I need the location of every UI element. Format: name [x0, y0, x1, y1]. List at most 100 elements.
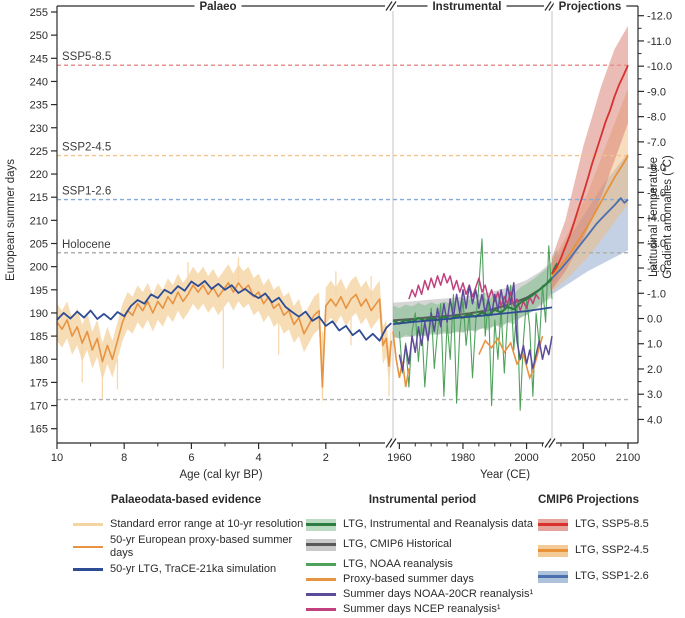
right-axis-tick-label: -2.0: [647, 263, 666, 275]
legend-item: Summer days NOAA-20CR reanalysis¹: [306, 588, 539, 601]
right-axis-tick-label: -8.0: [647, 112, 666, 124]
legend-line-swatch: [73, 545, 103, 549]
right-axis-tick-label: -11.0: [647, 36, 671, 48]
legend-item-label: Proxy-based summer days: [343, 573, 474, 585]
data-series: [56, 64, 629, 411]
legend-item-label: 50-yr European proxy-based summer days: [110, 534, 293, 559]
legend-item-label: LTG, Instrumental and Reanalysis data: [343, 518, 533, 530]
trace21ka_instrumental: [392, 306, 553, 325]
proxy_summer_days_instrumental: [392, 331, 410, 388]
left-axis-tick-label: 230: [30, 123, 48, 135]
legend-items-projections: LTG, SSP5-8.5 LTG, SSP2-4.5 LTG, SSP1-2.6: [538, 518, 683, 583]
panel-label-palaeo: Palaeo: [199, 1, 236, 13]
instrumental-axis-tick-label: 1960: [387, 452, 411, 464]
legend-title-projections: CMIP6 Projections: [538, 494, 639, 506]
legend-items-instrumental: LTG, Instrumental and Reanalysis data LTG…: [306, 518, 539, 616]
right-axis-tick-label: -12.0: [647, 11, 672, 23]
right-axis-title-line1: Latitudinal Temperature: [648, 157, 660, 277]
palaeo_proxy_summer_days-band: [57, 264, 392, 406]
left-axis-tick-label: 255: [30, 7, 48, 19]
right-axis-tick-label: -7.0: [647, 137, 666, 149]
projections-axis-tick-label: 2100: [616, 452, 640, 464]
projections-axis-tick-label: 2050: [571, 452, 595, 464]
axis-break: [544, 1, 556, 11]
right-axis-tick-label: 4.0: [647, 414, 662, 426]
right-axis-tick-label: -9.0: [647, 86, 666, 98]
legend-column-palaeo: Palaeodata-based evidence Standard error…: [55, 494, 317, 579]
ltg_ssp245: [551, 155, 629, 277]
legend-line-swatch: [73, 523, 103, 526]
legend-item: Standard error range at 10-yr resolution: [55, 518, 317, 531]
legend-column-instrumental: Instrumental period LTG, Instrumental an…: [306, 494, 539, 618]
legend-item-label: Standard error range at 10-yr resolution: [110, 518, 304, 530]
proxy_summer_days_instrumental: [478, 335, 544, 381]
right-axis-tick-label: -3.0: [647, 238, 666, 250]
right-axis-tick-label: -5.0: [647, 187, 666, 199]
legend-title-instrumental: Instrumental period: [368, 494, 477, 506]
panel-label-instrumental: Instrumental: [432, 1, 501, 13]
legend-item-label: LTG, SSP2-4.5: [575, 544, 649, 556]
right-axis-tick-label: 2.0: [647, 364, 662, 376]
left-axis-tick-label: 245: [30, 53, 48, 65]
legend-item-label: Summer days NCEP reanalysis¹: [343, 603, 501, 615]
chart-svg: 2552502452402352302252202152102052001951…: [5, 1, 674, 481]
left-axis-title: European summer days: [5, 159, 17, 281]
legend-item-label: LTG, CMIP6 Historical: [343, 538, 452, 550]
summer-days-ltg-chart: 255 250 245 240 235 230 225 220 215 210 205 200 195 1…: [5, 1, 674, 481]
left-axis-tick-label: 185: [30, 331, 48, 343]
ltg_ssp126: [551, 197, 629, 279]
palaeo-axis-tick-label: 8: [121, 452, 127, 464]
summer_days_ncep: [408, 272, 540, 312]
reference-lines: [57, 64, 629, 401]
year-axis-title: Year (CE): [480, 469, 530, 481]
left-axis-tick-label: 250: [30, 30, 48, 42]
left-axis-tick-label: 190: [30, 308, 48, 320]
right-axis-tick-label: -10.0: [647, 61, 672, 73]
left-axis-tick-label: 165: [30, 424, 48, 436]
legend-band-swatch: [306, 538, 336, 551]
left-axis-tick-label: 215: [30, 192, 48, 204]
right-axis-tick-label: 1.0: [647, 339, 662, 351]
axis-break: [544, 438, 556, 448]
legend-item-label: LTG, SSP1-2.6: [575, 570, 649, 582]
instrumental-axis-tick-label: 1980: [451, 452, 475, 464]
legend-column-projections: CMIP6 Projections LTG, SSP5-8.5 LTG, SSP2…: [538, 494, 683, 596]
legend-item-label: LTG, SSP5-8.5: [575, 518, 649, 530]
right-axis-tick-label: -1.0: [647, 288, 666, 300]
palaeo_proxy_summer_days: [56, 282, 393, 388]
legend-line-swatch: [306, 608, 336, 611]
ref-line-label-SSP5-8.5: SSP5-8.5: [62, 51, 111, 63]
left-axis-tick-label: 175: [30, 377, 48, 389]
right-axis-tick-label: 0.0: [647, 314, 662, 326]
legend-item: LTG, SSP1-2.6: [538, 570, 683, 583]
ltg_ssp585: [551, 64, 629, 275]
legend-item: LTG, SSP5-8.5: [538, 518, 683, 531]
legend-item: LTG, Instrumental and Reanalysis data: [306, 518, 539, 531]
legend-items-palaeo: Standard error range at 10-yr resolution…: [55, 518, 317, 576]
ltg_instrumental_reanalysis: [392, 277, 553, 325]
legend-item: Summer days NCEP reanalysis¹: [306, 603, 539, 616]
legend-item: LTG, CMIP6 Historical: [306, 538, 539, 551]
palaeo-axis-title: Age (cal kyr BP): [179, 469, 262, 481]
legend-band-swatch: [538, 544, 568, 557]
ref-line-label-Holocene: Holocene: [62, 239, 111, 251]
panel-label-projections: Projections: [559, 1, 622, 13]
legend-item-label: 50-yr LTG, TraCE-21ka simulation: [110, 563, 277, 575]
left-axis-tick-label: 225: [30, 146, 48, 158]
palaeo_trace21ka_ltg: [56, 280, 392, 342]
legend-line-swatch: [306, 593, 336, 596]
left-axis-tick-label: 220: [30, 169, 48, 181]
ltg_ssp585-band: [552, 25, 628, 290]
legend-item: 50-yr LTG, TraCE-21ka simulation: [55, 563, 317, 576]
legend-item-label: Summer days NOAA-20CR reanalysis¹: [343, 588, 534, 600]
ref-line-label-SSP2-4.5: SSP2-4.5: [62, 142, 111, 154]
legend-item: LTG, NOAA reanalysis: [306, 558, 539, 571]
ref-line-label-SSP1-2.6: SSP1-2.6: [62, 186, 111, 198]
uncertainty-bands: [57, 25, 628, 406]
left-axis-tick-label: 200: [30, 262, 48, 274]
right-axis-title-line2: Gradient anomalies (°C): [662, 155, 674, 279]
legend-band-swatch: [538, 570, 568, 583]
left-axis-tick-label: 235: [30, 100, 48, 112]
legend-band-swatch: [306, 518, 336, 531]
